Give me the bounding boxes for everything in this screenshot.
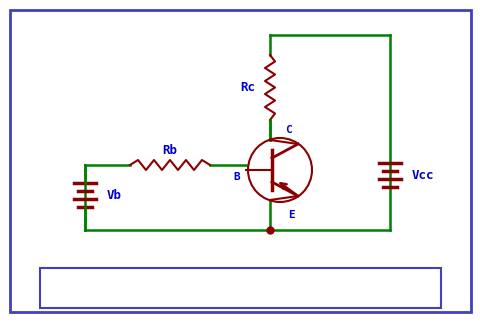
Text: Vcc: Vcc: [411, 168, 433, 182]
Text: Vb: Vb: [107, 188, 122, 202]
Text: E: E: [288, 210, 294, 220]
Text: C: C: [285, 125, 291, 135]
Text: PNP transistor circuit by EEEPROJECT.COM: PNP transistor circuit by EEEPROJECT.COM: [98, 281, 382, 295]
Bar: [40, 268, 440, 308]
Text: Rc: Rc: [240, 81, 255, 94]
Text: B: B: [233, 172, 240, 182]
Text: Rb: Rb: [162, 144, 177, 156]
